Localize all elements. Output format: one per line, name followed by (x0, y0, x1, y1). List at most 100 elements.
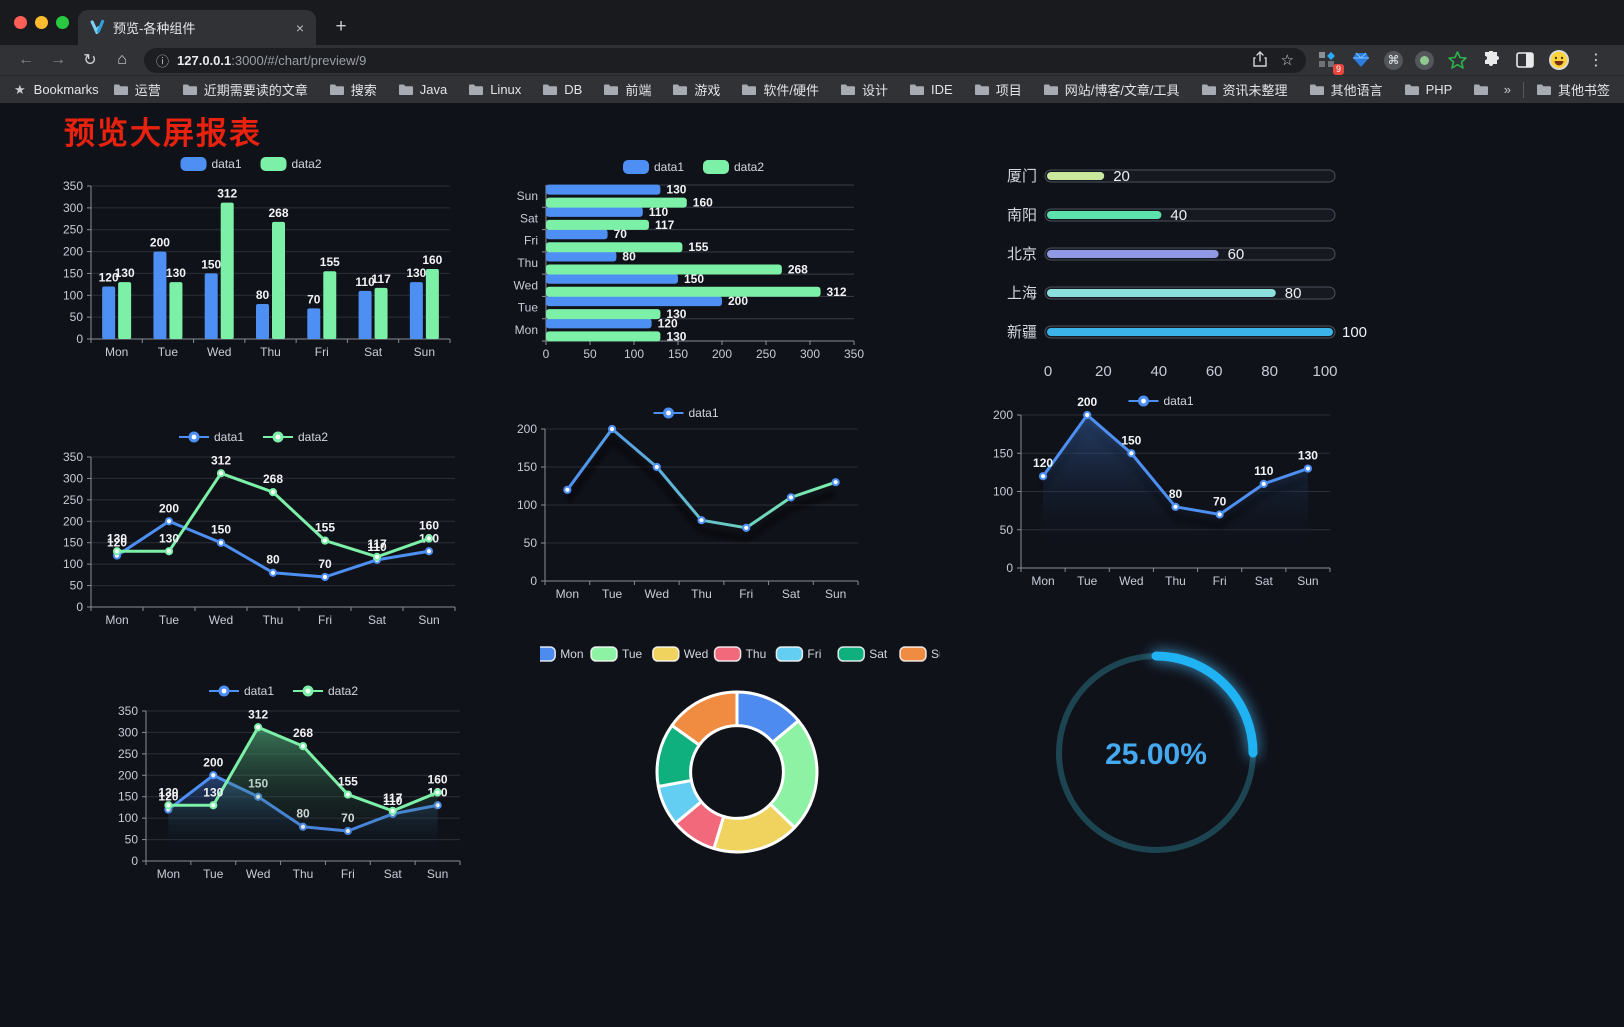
chart-legend[interactable]: data1 data2 (209, 684, 358, 698)
gauge-progress-arc (1151, 651, 1258, 758)
browser-toolbar: ← → ↻ ⌂ ⓘ 127.0.0.1:3000/#/chart/preview… (0, 45, 1624, 75)
bookmark-folder[interactable]: 设计 (840, 80, 888, 99)
svg-text:Sat: Sat (869, 647, 888, 661)
new-tab-button[interactable]: + (335, 16, 347, 37)
svg-text:100: 100 (517, 498, 537, 512)
bookmark-folder[interactable]: PHP (1404, 82, 1452, 97)
chart-legend[interactable]: data1 data2 (179, 430, 328, 444)
svg-text:160: 160 (693, 196, 713, 210)
address-bar[interactable]: ⓘ 127.0.0.1:3000/#/chart/preview/9 ☆ (144, 47, 1306, 73)
bookmark-folder[interactable]: 软件/硬件 (741, 80, 819, 99)
share-icon[interactable] (1252, 50, 1267, 70)
bookmark-folder[interactable]: 其他语言 (1309, 80, 1383, 99)
bookmark-star-icon[interactable]: ☆ (1280, 52, 1294, 69)
svg-text:250: 250 (63, 493, 83, 507)
chart-bar-horizontal[interactable]: data1 data2 0 50 100 150 200 250 300 350 Mon Tue Wed… (500, 153, 890, 365)
svg-text:Tue: Tue (622, 647, 643, 661)
back-icon[interactable]: ← (18, 51, 34, 68)
bar-horizontal-canvas: data1 data2 0 50 100 150 200 250 300 350 Mon Tue Wed… (514, 160, 864, 361)
bookmark-folder[interactable]: 文件服务器 (1473, 80, 1496, 99)
folder-icon (1309, 84, 1324, 95)
svg-text:80: 80 (1261, 363, 1278, 380)
bookmarks-overflow-chevron[interactable]: » (1503, 82, 1511, 97)
svg-text:70: 70 (318, 557, 332, 571)
svg-text:data1: data1 (244, 684, 274, 698)
svg-text:Wed: Wed (209, 613, 233, 627)
chart-bar-vertical[interactable]: data1 data2 0 50 100 150 200 250 300 350 Mon Tue Wed… (45, 150, 460, 365)
chart-gauge[interactable]: 25.00% (1048, 637, 1268, 869)
bookmark-folder[interactable]: 前端 (603, 80, 651, 99)
bookmark-folder[interactable]: 项目 (974, 80, 1022, 99)
svg-text:Sun: Sun (931, 647, 940, 661)
series-data2: 130 130 312 268 155 117 160 (107, 453, 439, 561)
chart-legend[interactable]: data1 data2 (623, 160, 764, 174)
chart-legend[interactable]: data1 data2 (180, 157, 322, 171)
bookmark-folder[interactable]: 游戏 (672, 80, 720, 99)
svg-text:Mon: Mon (556, 587, 579, 601)
svg-text:50: 50 (125, 833, 139, 847)
svg-text:150: 150 (63, 266, 83, 280)
chart-line-two-series[interactable]: data1 data2 0 50 100 150 200 250 300 350 Mon Tue Wed… (45, 423, 465, 635)
bookmarks-label[interactable]: Bookmarks (33, 82, 99, 97)
bookmark-folder[interactable]: 资讯未整理 (1201, 80, 1288, 99)
svg-text:150: 150 (63, 536, 83, 550)
bookmark-folder[interactable]: 搜索 (329, 80, 377, 99)
bookmark-folder[interactable]: Java (398, 82, 447, 97)
home-icon[interactable]: ⌂ (117, 51, 127, 68)
bookmark-folder[interactable]: DB (542, 82, 582, 97)
browser-tab[interactable]: 预览-各种组件 × (78, 10, 316, 45)
svg-text:200: 200 (63, 514, 83, 528)
chart-area-single[interactable]: data1 0 50 100 150 200 Mon Tue Wed Thu Fri Sat Sun 12… (985, 387, 1340, 592)
green-star-extension-icon[interactable] (1446, 49, 1468, 71)
svg-text:Tue: Tue (1077, 574, 1098, 588)
svg-text:data1: data1 (1164, 394, 1194, 408)
chart-area-two-series[interactable]: data1 data2 0 50 100 150 200 250 300 350 Mon Tue Wed… (100, 677, 470, 889)
site-info-icon[interactable]: ⓘ (156, 53, 170, 69)
chart-legend[interactable]: Mon Tue Wed Thu Fri Sat Sun (528, 646, 952, 662)
svg-text:160: 160 (422, 253, 442, 267)
svg-text:250: 250 (118, 747, 138, 761)
window-close-button[interactable] (14, 16, 27, 29)
svg-text:130: 130 (666, 307, 686, 321)
recorder-extension-icon[interactable] (1415, 50, 1434, 70)
svg-text:200: 200 (517, 422, 537, 436)
svg-text:100: 100 (63, 557, 83, 571)
profile-avatar[interactable] (1548, 49, 1570, 71)
window-zoom-button[interactable] (56, 16, 69, 29)
svg-text:350: 350 (844, 347, 864, 361)
sidebar-icon[interactable] (1514, 49, 1536, 71)
folder-icon (398, 84, 413, 95)
window-minimize-button[interactable] (35, 16, 48, 29)
bookmark-folder[interactable]: 网站/博客/文章/工具 (1043, 80, 1180, 99)
other-bookmarks[interactable]: 其他书签 (1536, 80, 1610, 99)
dashboard-page: 预览大屏报表 data1 data2 0 50 100 150 200 250 300 350 Mo… (0, 103, 1624, 1027)
svg-text:70: 70 (307, 292, 321, 306)
chart-doughnut[interactable]: Mon Tue Wed Thu Fri Sat Sun (528, 640, 952, 888)
svg-text:150: 150 (201, 257, 221, 271)
browser-menu-icon[interactable]: ⋮ (1588, 52, 1604, 69)
chart-progress-capsules[interactable]: 厦门 20 南阳 40 北京 60 上海 80 新疆 100 0 20 40 60 80 100 (995, 160, 1390, 388)
svg-text:Sat: Sat (782, 587, 801, 601)
folder-icon (182, 84, 197, 95)
chart-legend[interactable]: data1 (653, 406, 719, 420)
svg-text:data2: data2 (292, 157, 322, 171)
bookmark-folder[interactable]: 运营 (113, 80, 161, 99)
tab-manager-extension-icon[interactable]: 9 (1316, 49, 1344, 75)
bookmark-folder[interactable]: IDE (909, 82, 953, 97)
svg-text:155: 155 (688, 240, 708, 254)
tab-close-button[interactable]: × (295, 19, 304, 36)
doughnut-segments[interactable] (655, 690, 819, 854)
svg-text:北京: 北京 (1007, 246, 1037, 263)
command-extension-icon[interactable]: ⌘ (1384, 50, 1403, 70)
svg-text:Thu: Thu (517, 256, 538, 270)
bookmark-folder[interactable]: 近期需要读的文章 (182, 80, 308, 99)
reload-icon[interactable]: ↻ (83, 52, 97, 69)
chart-line-gradient[interactable]: data1 0 50 100 150 200 Mon Tue Wed Thu Fri Sat Sun (505, 399, 870, 607)
forward-icon[interactable]: → (50, 51, 66, 68)
bookmark-folder[interactable]: Linux (468, 82, 521, 97)
extensions-puzzle-icon[interactable] (1480, 49, 1502, 71)
chart-legend[interactable]: data1 (1128, 394, 1194, 408)
svg-text:Thu: Thu (691, 587, 712, 601)
gem-extension-icon[interactable] (1350, 49, 1372, 71)
svg-text:Thu: Thu (1165, 574, 1186, 588)
